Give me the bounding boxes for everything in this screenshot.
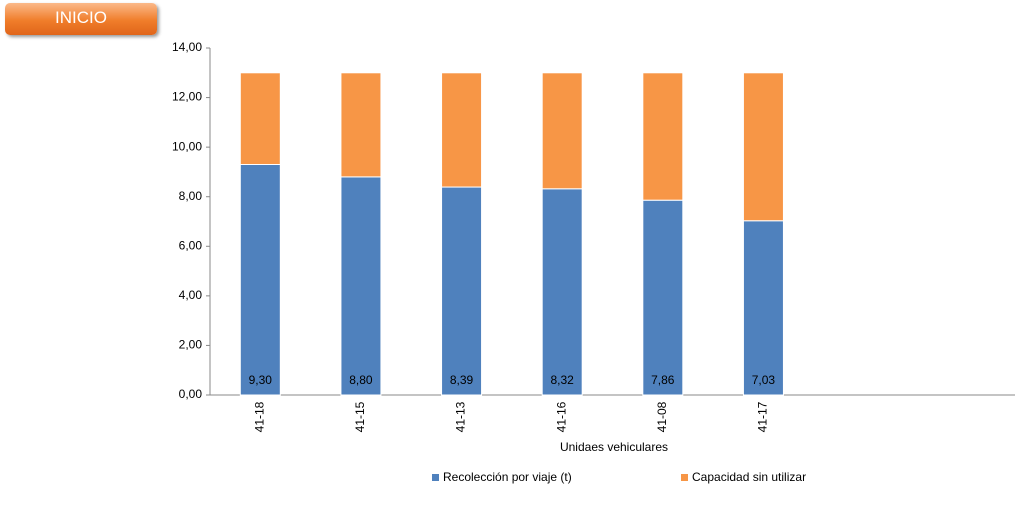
data-label: 8,39 [450,373,474,387]
y-tick-label: 14,00 [172,40,202,54]
bar-segment [541,72,583,190]
bar-segment [441,72,483,188]
bar-segment [642,72,684,201]
bar-segment [742,220,784,396]
x-tick-label: 41-15 [353,401,367,432]
y-tick-label: 4,00 [179,288,203,302]
legend-label: Recolección por viaje (t) [443,470,572,484]
bar-segment [239,72,281,165]
legend-swatch [681,474,688,481]
y-tick-label: 10,00 [172,139,202,153]
bar-segment [441,186,483,396]
legend-label: Capacidad sin utilizar [692,470,806,484]
data-label: 9,30 [249,373,273,387]
y-tick-label: 0,00 [179,387,203,401]
x-tick-label: 41-18 [252,401,266,432]
y-tick-label: 6,00 [179,238,203,252]
bar-segment [340,176,382,396]
x-tick-label: 41-08 [655,401,669,432]
data-label: 7,03 [752,373,776,387]
legend-swatch [432,474,439,481]
y-tick-label: 8,00 [179,189,203,203]
y-tick-label: 2,00 [179,338,203,352]
bar-segment [742,72,784,222]
data-label: 7,86 [651,373,675,387]
inicio-button[interactable]: INICIO [5,3,157,35]
bar-segment [642,199,684,396]
bar-segment [541,188,583,396]
x-tick-label: 41-16 [554,401,568,432]
bar-segment [239,163,281,396]
data-label: 8,32 [551,373,575,387]
x-tick-label: 41-17 [756,401,770,432]
x-axis-title: Unidaes vehiculares [560,440,668,454]
bar-segment [340,72,382,178]
data-label: 8,80 [349,373,373,387]
x-tick-label: 41-13 [454,401,468,432]
y-tick-label: 12,00 [172,90,202,104]
